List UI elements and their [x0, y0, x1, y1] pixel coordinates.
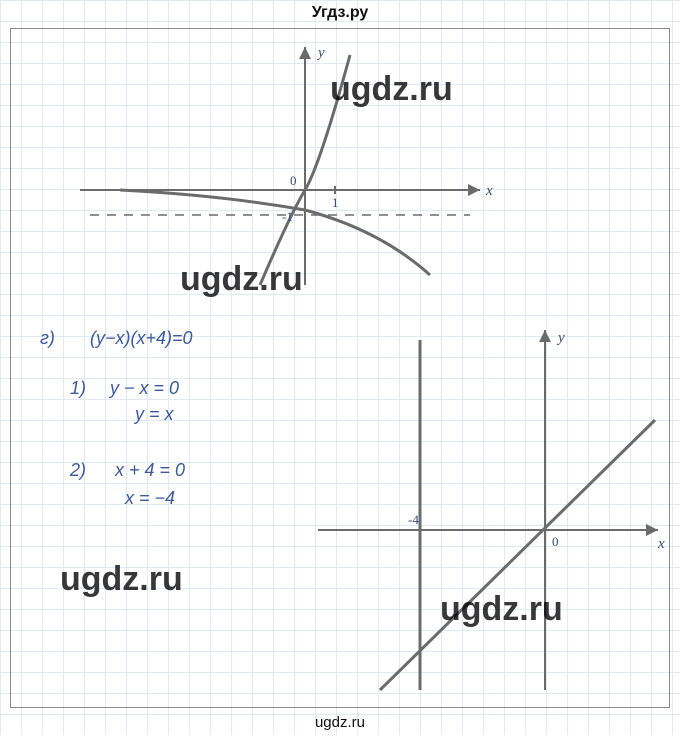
step1-number: 1) [70, 378, 86, 399]
step2-eq2: x = −4 [125, 488, 175, 509]
curve-decay [120, 190, 430, 275]
step1-eq2: y = x [135, 404, 174, 425]
step1-eq1: y − x = 0 [110, 378, 179, 399]
problem-label: г) [40, 328, 55, 349]
axes-group-2 [318, 330, 658, 690]
x-axis-label: x [485, 183, 493, 199]
site-footer: ugdz.ru [0, 714, 680, 731]
step2-number: 2) [70, 460, 86, 481]
chart-bottom: y x 0 -4 [310, 320, 670, 700]
origin-label-2: 0 [552, 534, 559, 549]
problem-equation: (y−x)(x+4)=0 [90, 328, 193, 349]
chart-top: y x 0 1 -1 [60, 35, 520, 295]
step2-eq1: x + 4 = 0 [115, 460, 185, 481]
x-axis-label-2: x [657, 536, 665, 552]
site-header: Угдз.ру [0, 4, 680, 22]
axes-group [80, 47, 480, 285]
y-axis-label-2: y [556, 330, 565, 346]
xtick-neg4: -4 [408, 512, 419, 527]
ytick-neg1: -1 [282, 209, 293, 224]
xtick-1: 1 [332, 195, 339, 210]
y-axis-label: y [316, 45, 325, 61]
origin-label: 0 [290, 173, 297, 188]
